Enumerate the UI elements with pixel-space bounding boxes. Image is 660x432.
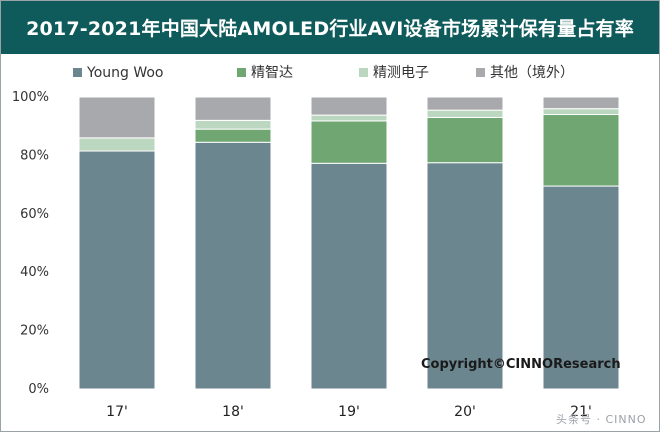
x-axis: 17' 18' 19' 20' 21' bbox=[106, 404, 592, 420]
bar-segment bbox=[78, 150, 156, 390]
legend-item: 精智达 bbox=[237, 65, 293, 81]
bar-segment bbox=[310, 96, 388, 116]
watermark-text: 头条号 · CINNO bbox=[556, 413, 647, 426]
legend-swatch bbox=[359, 68, 368, 77]
bars bbox=[78, 96, 620, 390]
bar-stack bbox=[310, 96, 388, 390]
bar-segment bbox=[426, 96, 504, 111]
legend-label: 其他（境外） bbox=[490, 65, 574, 81]
legend-item: Young Woo bbox=[73, 65, 164, 81]
y-axis: 0% 20% 40% 60% 80% 100% bbox=[12, 90, 49, 397]
legend: Young Woo 精智达 精测电子 其他（境外） bbox=[73, 65, 574, 81]
bar-segment bbox=[426, 109, 504, 118]
y-tick-label: 60% bbox=[20, 207, 49, 222]
bar-segment bbox=[310, 114, 388, 122]
chart-title: 2017-2021年中国大陆AMOLED行业AVI设备市场累计保有量占有率 bbox=[26, 18, 634, 40]
bar-segment bbox=[78, 96, 156, 139]
bar-segment bbox=[426, 116, 504, 164]
y-tick-label: 0% bbox=[28, 382, 49, 397]
bar-segment bbox=[310, 120, 388, 164]
legend-item: 精测电子 bbox=[359, 65, 429, 81]
bar-segment bbox=[542, 114, 620, 187]
bar-segment bbox=[310, 162, 388, 390]
legend-swatch bbox=[73, 68, 82, 77]
legend-item: 其他（境外） bbox=[476, 65, 574, 81]
x-tick-label: 21' bbox=[570, 404, 592, 420]
copyright-text: Copyright©CINNOResearch bbox=[421, 357, 621, 372]
y-tick-label: 80% bbox=[20, 148, 49, 163]
legend-label: Young Woo bbox=[86, 65, 164, 81]
bar-stack bbox=[78, 96, 156, 390]
legend-swatch bbox=[476, 68, 485, 77]
bar-segment bbox=[426, 162, 504, 390]
x-tick-label: 19' bbox=[338, 404, 360, 420]
bar-segment bbox=[542, 185, 620, 390]
bar-segment bbox=[542, 108, 620, 116]
legend-label: 精测电子 bbox=[373, 65, 429, 81]
title-bar: 2017-2021年中国大陆AMOLED行业AVI设备市场累计保有量占有率 bbox=[1, 1, 659, 54]
bar-stack bbox=[426, 96, 504, 390]
y-tick-label: 100% bbox=[12, 90, 49, 105]
bar-segment bbox=[194, 119, 272, 130]
bar-segment bbox=[194, 141, 272, 390]
bar-segment bbox=[194, 96, 272, 121]
y-tick-label: 20% bbox=[20, 324, 49, 339]
stacked-bar-chart: Young Woo 精智达 精测电子 其他（境外） 0% 20% 40% 60% 80% 100… bbox=[12, 65, 620, 420]
x-tick-label: 18' bbox=[222, 404, 244, 420]
x-tick-label: 17' bbox=[106, 404, 128, 420]
legend-label: 精智达 bbox=[251, 65, 293, 81]
bar-segment bbox=[78, 137, 156, 152]
bar-stack bbox=[542, 96, 620, 390]
y-tick-label: 40% bbox=[20, 265, 49, 280]
legend-swatch bbox=[237, 68, 246, 77]
bar-stack bbox=[194, 96, 272, 390]
bar-segment bbox=[542, 96, 620, 110]
x-tick-label: 20' bbox=[454, 404, 476, 420]
bar-segment bbox=[194, 128, 272, 143]
